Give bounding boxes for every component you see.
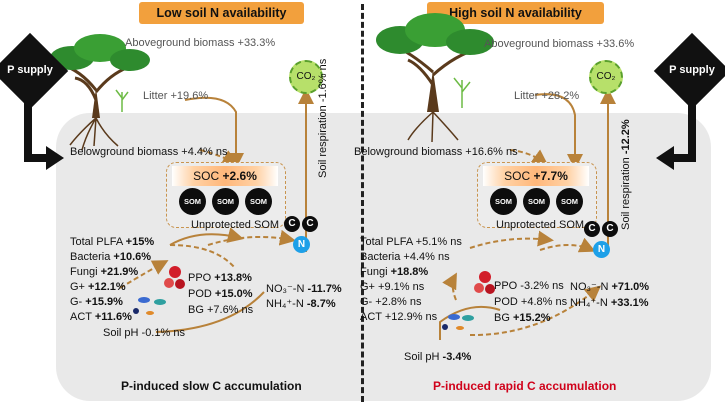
header-high-n: High soil N availability [427,2,604,24]
tree-icon-right [376,13,494,143]
right-soil-ph: Soil pH -3.4% [404,351,472,363]
left-belowground-biomass: Belowground biomass +4.4% ns [70,146,228,158]
right-som-ball-2: SOM [523,188,550,215]
right-belowground-biomass: Belowground biomass +16.6% ns [354,146,518,158]
left-litter: Litter +19.6% [143,90,209,102]
center-divider [361,4,364,402]
left-soil-respiration: Soil respiration -1.6% ns [317,58,329,178]
co2-bubble-left: CO₂ [289,60,323,94]
left-som-ball-1: SOM [179,188,206,215]
right-nh4: NH₄⁺-N +33.1% [570,297,649,309]
left-aboveground-biomass: Aboveground biomass +33.3% [125,37,276,49]
left-nh4: NH₄⁺-N -8.7% [266,298,336,310]
left-unprotected-som: Unprotected SOM [191,219,280,231]
right-c-ball-2: C [602,221,618,237]
left-c-ball-1: C [284,216,300,232]
right-soc-value: +7.7% [533,169,568,183]
left-soc-label: SOC [193,169,220,183]
left-footer: P-induced slow C accumulation [121,379,302,393]
right-unprotected-som: Unprotected SOM [496,219,585,231]
right-som-ball-3: SOM [556,188,583,215]
left-soc-bar: SOC +2.6% [172,166,278,186]
header-low-n: Low soil N availability [139,2,304,24]
right-no3: NO₃⁻-N +71.0% [570,281,650,293]
left-soc-value: +2.6% [222,169,257,183]
left-som-ball-3: SOM [245,188,272,215]
right-footer: P-induced rapid C accumulation [433,379,617,393]
p-supply-label-right: P supply [669,64,715,76]
microbe-icon-right [442,314,474,330]
left-c-ball-2: C [302,216,318,232]
enzyme-icon-right [474,271,495,294]
p-supply-label-left: P supply [7,64,53,76]
right-soc-bar: SOC +7.7% [483,166,589,186]
right-aboveground-biomass: Aboveground biomass +33.6% [484,38,635,50]
enzyme-icon-left [164,266,185,289]
co2-bubble-right: CO₂ [589,60,623,94]
left-n-ball: N [293,236,310,253]
microbe-icon-left [133,297,166,315]
right-litter: Litter +28.2% [514,90,580,102]
right-som-ball-1: SOM [490,188,517,215]
left-no3: NO₃⁻-N -11.7% [266,283,342,295]
right-soc-label: SOC [504,169,531,183]
left-soil-ph: Soil pH -0.1% ns [103,327,185,339]
tree-icon-left [50,34,150,151]
left-som-ball-2: SOM [212,188,239,215]
right-n-ball: N [593,241,610,258]
right-soil-respiration: Soil respiration -12.2% [620,119,632,230]
right-c-ball-1: C [584,221,600,237]
